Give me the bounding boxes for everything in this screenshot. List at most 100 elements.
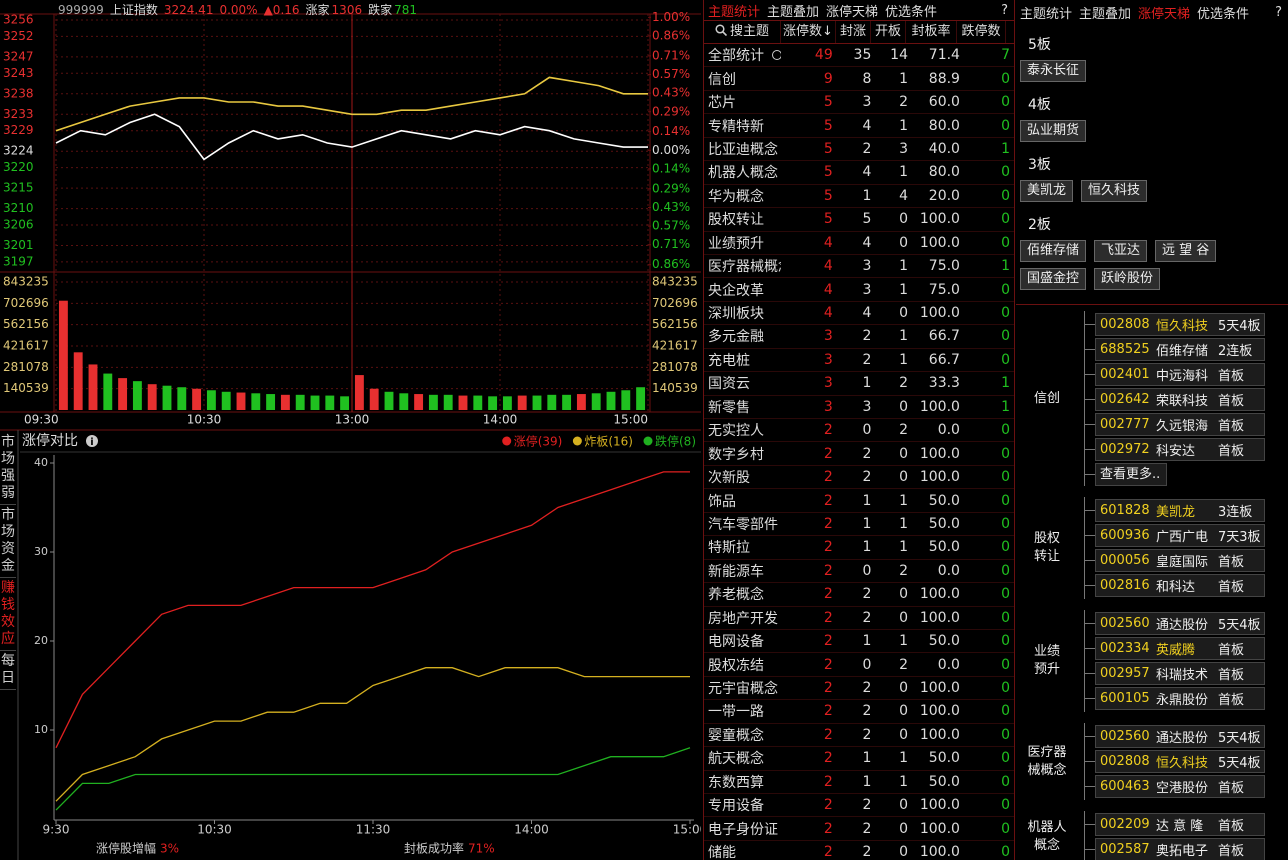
more-link[interactable]: 查看更多..: [1085, 463, 1167, 486]
tab[interactable]: 主题统计: [1020, 6, 1073, 22]
tab[interactable]: 主题叠加: [767, 4, 820, 20]
table-row[interactable]: 国资云 3 1 2 33.3 1: [704, 372, 1014, 396]
stock-item[interactable]: 002808 恒久科技 5天4板: [1085, 750, 1265, 773]
table-row[interactable]: 专用设备 2 2 0 100.0 0: [704, 794, 1014, 818]
stock-item[interactable]: 002560 通达股份 5天4板: [1085, 612, 1265, 635]
volume-bar: [532, 395, 542, 410]
table-row[interactable]: 电子身份证 2 2 0 100.0 0: [704, 817, 1014, 841]
table-row[interactable]: 机器人概念 5 4 1 80.0 0: [704, 161, 1014, 185]
table-row[interactable]: 汽车零部件 2 1 1 50.0 0: [704, 513, 1014, 537]
table-row[interactable]: 华为概念 5 1 4 20.0 0: [704, 185, 1014, 209]
ladder-panel: 主题统计 主题叠加 涨停天梯 优选条件? 5板 泰永长征 4板 弘业期货 3板 美凯龙 恒久科技 2…: [1016, 0, 1288, 860]
stock-item[interactable]: 000056 皇庭国际 首板: [1085, 549, 1265, 572]
table-row[interactable]: 信创 9 8 1 88.9 0: [704, 67, 1014, 91]
table-row[interactable]: 电网设备 2 1 1 50.0 0: [704, 630, 1014, 654]
stock-item[interactable]: 002777 久远银海 首板: [1085, 413, 1265, 436]
stock-item[interactable]: 002334 英威腾 首板: [1085, 637, 1265, 660]
table-row[interactable]: 充电桩 3 2 1 66.7 0: [704, 349, 1014, 373]
table-row[interactable]: 全部统计 49 35 14 71.4 7: [704, 44, 1014, 68]
table-row[interactable]: 新能源车 2 0 2 0.0 0: [704, 560, 1014, 584]
cell-text: 专用设备: [708, 798, 764, 815]
stock-tag: 首板: [1218, 555, 1245, 570]
stock-name: 恒久科技: [1156, 319, 1209, 334]
stock-item[interactable]: 002642 荣联科技 首板: [1085, 388, 1265, 411]
cell-text: 饰品: [708, 493, 736, 510]
tab[interactable]: 涨停天梯: [826, 4, 879, 20]
table-row[interactable]: 婴童概念 2 2 0 100.0 0: [704, 724, 1014, 748]
table-row[interactable]: 深圳板块 4 4 0 100.0 0: [704, 302, 1014, 326]
side-tab[interactable]: 市场资金: [0, 505, 16, 578]
stock-button[interactable]: 飞亚达: [1094, 240, 1148, 262]
column-header[interactable]: 封板率: [906, 21, 957, 43]
table-cell: 100.0: [912, 469, 964, 485]
table-row[interactable]: 饰品 2 1 1 50.0 0: [704, 489, 1014, 513]
stock-item[interactable]: 002560 通达股份 5天4板: [1085, 725, 1265, 748]
table-row[interactable]: 次新股 2 2 0 100.0 0: [704, 466, 1014, 490]
column-header[interactable]: 跌停数: [957, 21, 1006, 43]
side-tab[interactable]: 每日: [0, 651, 16, 690]
table-row[interactable]: 房地产开发 2 2 0 100.0 0: [704, 607, 1014, 630]
stock-item[interactable]: 002808 恒久科技 5天4板: [1085, 313, 1265, 336]
stock-button[interactable]: 恒久科技: [1081, 180, 1148, 202]
table-row[interactable]: 股权冻结 2 0 2 0.0 0: [704, 653, 1014, 677]
table-cell: 机器人概念: [704, 162, 781, 182]
column-header[interactable]: 封涨: [836, 21, 871, 43]
table-row[interactable]: 元宇宙概念 2 2 0 100.0 0: [704, 677, 1014, 701]
table-row[interactable]: 数字乡村 2 2 0 100.0 0: [704, 442, 1014, 466]
info-icon[interactable]: [86, 435, 98, 447]
stock-item[interactable]: 600463 空港股份 首板: [1085, 775, 1265, 798]
stock-item[interactable]: 600936 广西广电 7天3板: [1085, 524, 1265, 547]
table-row[interactable]: 比亚迪概念 5 2 3 40.0 1: [704, 138, 1014, 162]
column-header[interactable]: 开板: [871, 21, 906, 43]
side-tab[interactable]: 赚钱效应: [0, 578, 16, 651]
stock-tag: 5天4板: [1218, 319, 1261, 334]
stock-item[interactable]: 002816 和科达 首板: [1085, 574, 1265, 597]
stock-button[interactable]: 泰永长征: [1020, 60, 1087, 82]
table-row[interactable]: 芯片 5 3 2 60.0 0: [704, 91, 1014, 115]
tab[interactable]: 优选条件: [1197, 6, 1250, 22]
tab[interactable]: 涨停天梯: [1138, 6, 1191, 22]
stock-item[interactable]: 002587 奥拓电子 首板: [1085, 838, 1265, 860]
column-header[interactable]: 搜主题: [704, 21, 781, 43]
stock-button[interactable]: 远 望 谷: [1155, 240, 1217, 262]
table-row[interactable]: 专精特新 5 4 1 80.0 0: [704, 114, 1014, 138]
stock-button[interactable]: 佰维存储: [1020, 240, 1087, 262]
stock-button[interactable]: 国盛金控: [1020, 268, 1087, 290]
side-tab[interactable]: 市场强弱: [0, 432, 16, 505]
cell-text: 0: [1001, 609, 1010, 626]
stock-item[interactable]: 002957 科瑞技术 首板: [1085, 662, 1265, 685]
stock-item[interactable]: 600105 永鼎股份 首板: [1085, 687, 1265, 710]
stock-item[interactable]: 002209 达 意 隆首板: [1085, 813, 1265, 836]
stock-button[interactable]: 美凯龙: [1020, 180, 1074, 202]
table-row[interactable]: 股权转让 5 5 0 100.0 0: [704, 208, 1014, 232]
table-row[interactable]: 养老概念 2 2 0 100.0 0: [704, 583, 1014, 607]
table-row[interactable]: 多元金融 3 2 1 66.7 0: [704, 325, 1014, 349]
table-cell: 3: [781, 399, 839, 415]
stock-button[interactable]: 弘业期货: [1020, 120, 1087, 142]
stock-item[interactable]: 002972 科安达 首板: [1085, 438, 1265, 461]
help[interactable]: ?: [1001, 2, 1008, 18]
table-row[interactable]: 新零售 3 3 0 100.0 1: [704, 396, 1014, 419]
help[interactable]: ?: [1275, 4, 1282, 20]
table-row[interactable]: 东数西算 2 1 1 50.0 0: [704, 771, 1014, 794]
table-row[interactable]: 央企改革 4 3 1 75.0 0: [704, 278, 1014, 302]
column-header[interactable]: 涨停数↓: [781, 21, 836, 43]
table-row[interactable]: 特斯拉 2 1 1 50.0 0: [704, 536, 1014, 560]
table-row[interactable]: 业绩预升 4 4 0 100.0 0: [704, 232, 1014, 255]
tab[interactable]: 主题叠加: [1079, 6, 1132, 22]
cell-text: 数字乡村: [708, 446, 764, 463]
stock-button[interactable]: 跃岭股份: [1094, 268, 1161, 290]
table-row[interactable]: 一带一路 2 2 0 100.0 0: [704, 700, 1014, 724]
volume-bar: [103, 373, 113, 410]
table-row[interactable]: 航天概念 2 1 1 50.0 0: [704, 747, 1014, 771]
table-cell: 4: [839, 235, 876, 251]
table-row[interactable]: 储能 2 2 0 100.0 0: [704, 841, 1014, 860]
table-row[interactable]: 无实控人 2 0 2 0.0 0: [704, 419, 1014, 443]
stock-item[interactable]: 688525 佰维存储 2连板: [1085, 338, 1265, 361]
table-cell: 3: [839, 258, 876, 274]
tab[interactable]: 优选条件: [885, 4, 938, 20]
tab[interactable]: 主题统计: [708, 4, 761, 20]
stock-item[interactable]: 601828 美凯龙 3连板: [1085, 499, 1265, 522]
stock-item[interactable]: 002401 中远海科 首板: [1085, 363, 1265, 386]
